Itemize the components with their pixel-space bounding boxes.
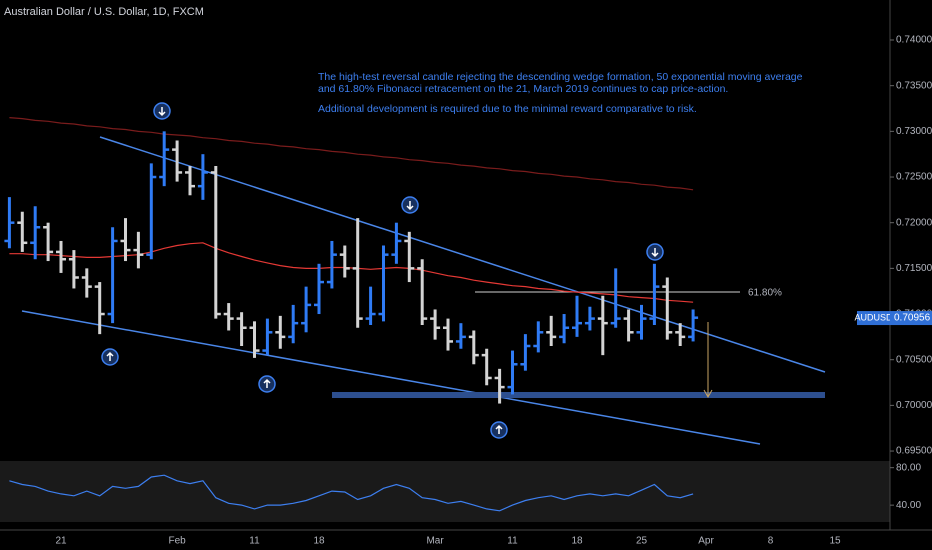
- y-tick-label: 0.72000: [896, 217, 932, 228]
- upper-trendline: [99, 136, 826, 373]
- moving-average: [9, 242, 694, 303]
- down-marker: [646, 243, 664, 261]
- chart-title: Australian Dollar / U.S. Dollar, 1D, FXC…: [4, 6, 204, 18]
- y-tick-label: 0.74000: [896, 35, 932, 46]
- y-tick-label: 0.70500: [896, 354, 932, 365]
- osc-y-tick-label: 80.00: [896, 462, 921, 473]
- lower-trendline: [21, 310, 761, 445]
- last-price-label: 0.70956: [894, 313, 931, 324]
- annotation: The high-test reversal candle rejecting …: [318, 71, 803, 83]
- annotation: and 61.80% Fibonacci retracement on the …: [318, 83, 728, 95]
- moving-average: [9, 117, 694, 191]
- fib-label: 61.80%: [748, 288, 782, 299]
- y-tick-label: 0.71500: [896, 263, 932, 274]
- symbol-label-bg: [857, 311, 890, 326]
- y-tick-label: 0.72500: [896, 172, 932, 183]
- x-tick-label: Mar: [426, 536, 444, 547]
- x-tick-label: 21: [55, 536, 67, 547]
- up-marker: [490, 421, 508, 439]
- x-tick-label: 8: [768, 536, 774, 547]
- annotation: Additional development is required due t…: [318, 103, 697, 115]
- y-tick-label: 0.73500: [896, 80, 932, 91]
- x-tick-label: 18: [313, 536, 325, 547]
- symbol-label: AUDUSD: [854, 312, 893, 322]
- down-marker: [401, 196, 419, 214]
- up-marker: [258, 375, 276, 393]
- x-tick-label: 25: [636, 536, 648, 547]
- oscillator-line: [9, 474, 694, 512]
- support-zone: [332, 392, 825, 398]
- y-tick-label: 0.70000: [896, 400, 932, 411]
- x-tick-label: 18: [571, 536, 583, 547]
- down-marker: [153, 102, 171, 120]
- x-tick-label: 15: [829, 536, 841, 547]
- x-tick-label: 11: [249, 536, 260, 547]
- target-arrow-head: [703, 389, 713, 399]
- up-marker: [101, 348, 119, 366]
- x-tick-label: Feb: [168, 536, 186, 547]
- osc-y-tick-label: 40.00: [896, 500, 921, 511]
- oscillator-pane: [0, 463, 890, 522]
- y-tick-label: 0.69500: [896, 446, 932, 457]
- y-tick-label: 0.73000: [896, 126, 932, 137]
- x-tick-label: 11: [507, 536, 518, 547]
- x-tick-label: Apr: [698, 536, 714, 547]
- last-price-bg: [890, 311, 932, 326]
